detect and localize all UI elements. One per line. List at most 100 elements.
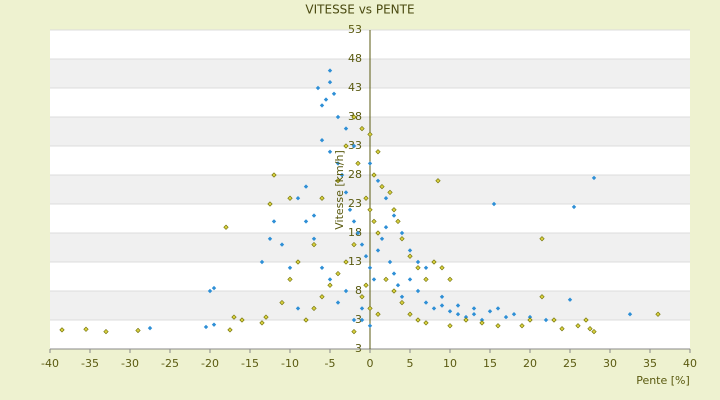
data-point <box>471 312 477 317</box>
data-point <box>423 276 429 283</box>
data-point <box>379 236 385 241</box>
data-point <box>415 317 421 323</box>
data-point <box>391 207 397 213</box>
data-point <box>551 317 557 323</box>
data-point <box>395 283 401 288</box>
data-point <box>343 190 349 195</box>
data-point <box>359 125 365 132</box>
x-tick-label: -25 <box>161 357 179 370</box>
data-point <box>463 314 469 320</box>
data-point <box>627 312 633 317</box>
data-point <box>347 207 353 212</box>
data-point <box>511 312 517 317</box>
data-point <box>359 242 365 247</box>
data-point <box>335 270 341 277</box>
data-point <box>479 317 485 323</box>
data-point <box>407 253 413 259</box>
data-point <box>207 288 213 294</box>
data-point <box>319 195 325 201</box>
data-point <box>387 259 393 265</box>
data-point <box>335 178 341 184</box>
data-point <box>231 314 237 320</box>
data-point <box>211 322 217 327</box>
data-point <box>435 178 441 184</box>
data-point <box>367 207 373 213</box>
data-point <box>339 172 345 178</box>
data-point <box>267 236 273 241</box>
data-point <box>375 149 381 155</box>
data-point <box>495 306 501 311</box>
data-point <box>135 327 141 334</box>
data-point <box>559 326 565 332</box>
data-point <box>395 218 401 225</box>
data-point <box>319 138 325 143</box>
data-point <box>379 183 385 190</box>
data-point <box>503 314 509 320</box>
x-tick-label: 20 <box>523 357 537 370</box>
data-point <box>527 317 533 323</box>
data-point <box>363 282 369 288</box>
data-point <box>439 303 445 308</box>
data-point <box>335 114 341 120</box>
data-point <box>83 326 89 332</box>
chart-title: VITESSE vs PENTE <box>305 3 414 17</box>
y-tick-label: 8 <box>355 284 362 297</box>
x-tick-label: -10 <box>281 357 299 370</box>
y-tick-label: 48 <box>348 52 362 65</box>
data-point <box>491 201 497 207</box>
data-point <box>103 328 109 335</box>
data-point <box>423 300 429 305</box>
data-point <box>363 254 369 259</box>
data-point <box>371 277 377 282</box>
data-point <box>295 306 301 311</box>
data-point <box>447 276 453 283</box>
data-point <box>387 189 393 196</box>
data-point <box>487 309 493 314</box>
x-tick-label: -35 <box>81 357 99 370</box>
data-point <box>319 103 325 108</box>
data-point <box>367 323 373 328</box>
data-point <box>575 323 581 329</box>
data-point <box>571 204 577 210</box>
data-point <box>223 224 229 230</box>
data-point <box>391 288 397 294</box>
data-point <box>439 265 445 271</box>
y-tick-label: 28 <box>348 168 362 181</box>
data-point <box>359 294 365 300</box>
data-point <box>351 317 357 323</box>
x-tick-label: 40 <box>683 357 697 370</box>
data-point <box>375 248 381 253</box>
data-point <box>495 323 501 329</box>
data-point <box>407 248 413 253</box>
y-tick-label: 18 <box>348 226 362 239</box>
data-point <box>455 312 461 317</box>
y-axis-title: Vitesse [km/h] <box>333 150 346 230</box>
data-point <box>263 314 269 320</box>
y-tick-label: 43 <box>348 81 362 94</box>
data-point <box>351 114 357 120</box>
data-point <box>375 230 381 236</box>
data-point <box>331 91 337 96</box>
data-point <box>279 242 285 247</box>
data-point <box>383 196 389 201</box>
data-point <box>407 311 413 317</box>
data-point <box>259 259 265 265</box>
data-point <box>303 219 309 224</box>
data-point <box>655 311 661 317</box>
data-point <box>399 230 405 236</box>
data-point <box>327 149 333 154</box>
data-point <box>471 306 477 311</box>
data-point <box>351 241 357 248</box>
x-tick-label: -20 <box>201 357 219 370</box>
data-point <box>359 317 365 323</box>
data-point <box>375 311 381 317</box>
data-point <box>267 201 273 207</box>
data-point <box>539 294 545 300</box>
data-point <box>367 265 373 270</box>
data-point <box>319 265 325 270</box>
data-point <box>567 297 573 302</box>
data-point <box>359 306 365 311</box>
data-point <box>415 265 421 271</box>
x-tick-label: 5 <box>407 357 414 370</box>
data-point <box>287 276 293 283</box>
